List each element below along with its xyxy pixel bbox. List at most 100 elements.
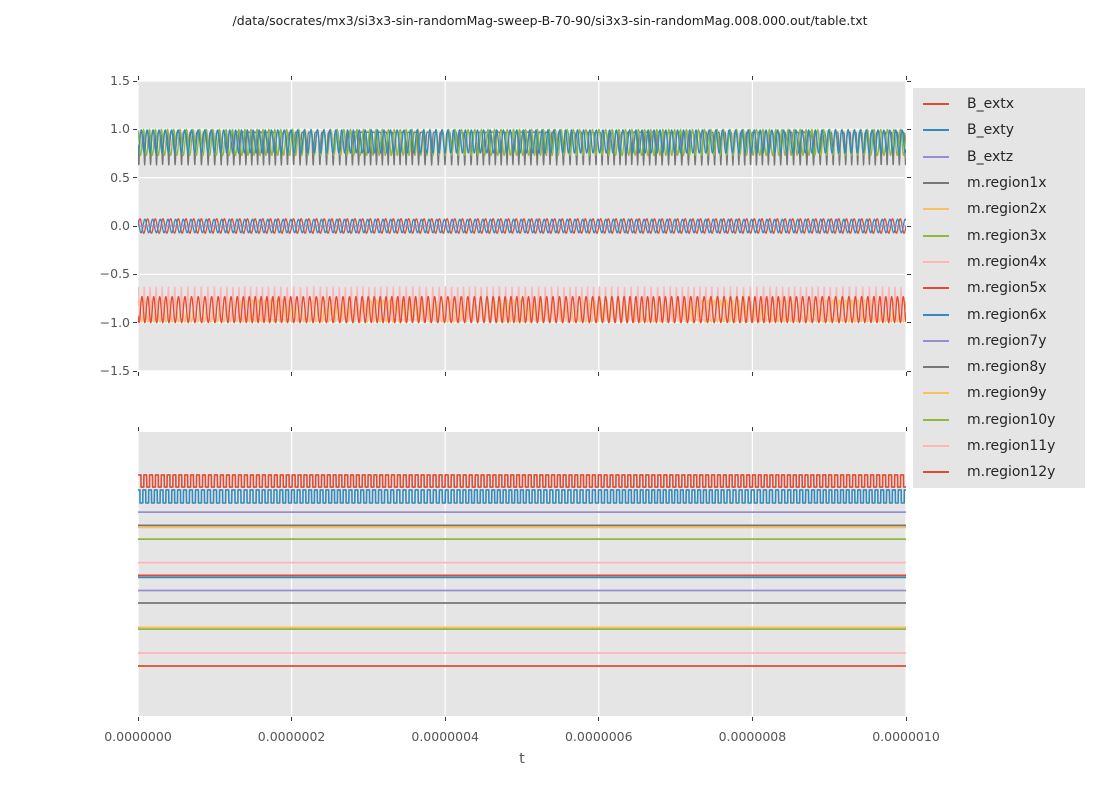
y-tick-label: −0.5 [99,266,130,282]
x-axis-label: t [519,751,525,767]
x-tick-label: 0.0000000 [104,729,172,744]
legend-item-m.region5x: m.region5x [913,275,1085,301]
legend-item-B_exty: B_exty [913,117,1085,143]
legend-line-swatch [923,418,949,421]
legend-line-swatch [923,392,949,395]
legend-item-m.region4x: m.region4x [913,249,1085,275]
legend-line-swatch [923,129,949,132]
legend-label: m.region12y [967,464,1056,481]
x-tick-mark [444,717,446,721]
legend-line-swatch [923,260,949,263]
legend-label: B_extz [967,148,1014,165]
x-tick-label: 0.0000010 [872,729,940,744]
y-tick-mark [133,80,137,82]
legend-line-swatch [923,155,949,158]
y-tick-mark-right [907,177,911,179]
y-tick-mark-right [907,128,911,130]
x-tick-mark [137,372,139,376]
y-tick-mark [133,225,137,227]
series-line-m.region5x [138,295,906,324]
y-tick-label: 0.5 [110,169,130,185]
y-tick-mark [133,322,137,324]
legend-line-swatch [923,208,949,211]
legend-label: m.region1x [967,175,1047,192]
bottom-axes [138,432,906,716]
legend-line-swatch [923,445,949,447]
series-line-m.region6x [138,129,906,154]
legend-label: m.region5x [967,280,1047,297]
legend-item-m.region7y: m.region7y [913,328,1085,354]
series-line-m.region4x [138,286,906,321]
x-tick-mark [137,717,139,721]
legend-label: m.region3x [967,227,1047,244]
x-tick-mark [905,427,907,431]
legend-item-m.region1x: m.region1x [913,170,1085,196]
legend-item-B_extx: B_extx [913,91,1085,117]
y-tick-mark [133,128,137,130]
legend-item-m.region3x: m.region3x [913,222,1085,248]
series-line-B_exty [138,489,906,504]
y-tick-mark-right [907,273,911,275]
y-tick-mark-right [907,370,911,372]
legend-label: B_exty [967,122,1015,139]
x-tick-mark [751,76,753,80]
legend-line-swatch [923,103,949,106]
x-tick-mark [137,76,139,80]
legend-item-m.region12y: m.region12y [913,459,1085,485]
series-line-B_extx [138,474,906,488]
x-tick-label: 0.0000006 [564,729,633,744]
legend-line-swatch [923,234,949,237]
legend: B_extx B_exty B_extz m.region1x m.region2x m.… [913,88,1085,489]
legend-label: m.region8y [967,359,1047,376]
x-tick-mark [291,76,293,80]
legend-label: m.region2x [967,201,1047,218]
x-tick-mark [444,372,446,376]
y-tick-label: 1.0 [110,121,130,137]
legend-line-swatch [923,313,949,316]
legend-line-swatch [923,287,949,290]
legend-line-swatch [923,339,949,342]
legend-label: m.region10y [967,411,1056,428]
legend-label: m.region9y [967,385,1047,402]
legend-item-m.region11y: m.region11y [913,433,1085,459]
legend-item-m.region6x: m.region6x [913,301,1085,327]
x-tick-label: 0.0000004 [411,729,479,744]
x-tick-mark [291,427,293,431]
legend-item-m.region10y: m.region10y [913,407,1085,433]
legend-item-B_extz: B_extz [913,144,1085,170]
legend-label: B_extx [967,96,1015,113]
x-tick-mark [751,717,753,721]
y-tick-mark-right [907,80,911,82]
y-tick-mark [133,177,137,179]
y-tick-mark [133,370,137,372]
x-tick-label: 0.0000008 [718,729,787,744]
top-axes [138,81,906,371]
legend-label: m.region7y [967,332,1047,349]
x-tick-mark [291,717,293,721]
bottom-plot-canvas [138,432,906,716]
top-plot-canvas [138,81,906,371]
figure-title: /data/socrates/mx3/si3x3-sin-randomMag-s… [232,13,868,28]
x-tick-mark [444,427,446,431]
y-tick-label: −1.5 [99,363,130,378]
x-tick-mark [905,717,907,721]
x-tick-mark [291,372,293,376]
y-tick-mark-right [907,225,911,227]
x-tick-mark [598,427,600,431]
y-tick-mark-right [907,322,911,324]
legend-label: m.region6x [967,306,1047,323]
y-tick-label: 0.0 [110,218,130,233]
series-line-B_exty [138,218,906,234]
x-tick-mark [444,76,446,80]
legend-line-swatch [923,182,949,185]
y-tick-label: 1.5 [110,73,130,88]
legend-label: m.region4x [967,253,1047,270]
x-tick-label: 0.0000002 [257,729,326,744]
x-tick-mark [905,372,907,376]
y-tick-mark [133,273,137,275]
x-tick-mark [598,717,600,721]
legend-line-swatch [923,366,949,369]
x-tick-mark [137,427,139,431]
x-tick-mark [751,427,753,431]
